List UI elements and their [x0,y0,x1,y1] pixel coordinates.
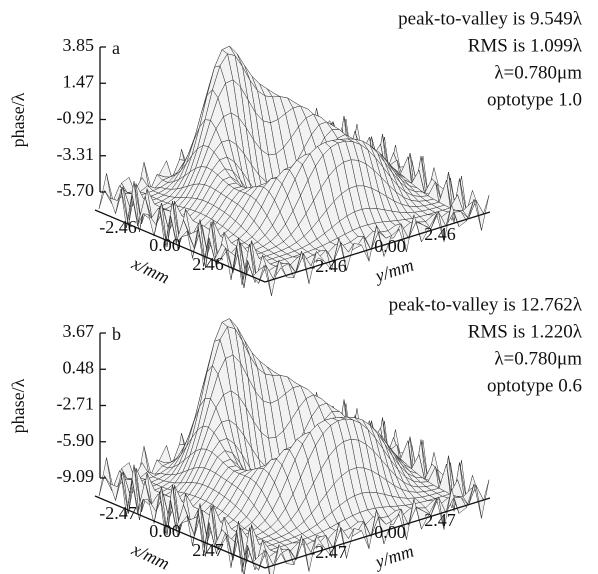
z-axis-label: phase/λ [8,378,28,433]
x-axis-label: x/mm [128,253,173,288]
x-tick-label: 2.47 [192,540,224,560]
z-axis-label: phase/λ [8,92,28,147]
annotation: λ=0.780μm [494,348,582,369]
panel: 3.67 0.48 -2.71 -5.90 -9.09 phase/λ b -2.47 0.00… [8,294,583,574]
x-tick-label: 0.00 [149,235,181,255]
annotation: peak-to-valley is 9.549λ [398,8,583,29]
y-tick-label: -2.46 [309,256,347,276]
x-tick-label: 0.00 [149,521,181,541]
page: {"panels": [ {"label": "a", "z_label": "… [0,0,598,574]
z-tick-label: -2.71 [57,394,95,414]
y-tick-label: 0.00 [374,236,406,256]
z-tick-label: -5.70 [57,180,95,200]
z-tick-label: -5.90 [57,430,95,450]
y-tick-label: 2.47 [424,510,456,530]
annotation: RMS is 1.220λ [468,321,583,342]
figure: 3.85 1.47 -0.92 -3.31 -5.70 phase/λ a -2.46 0.00… [0,0,598,574]
x-tick-label: 2.46 [192,254,224,274]
annotation: λ=0.780μm [494,62,582,83]
y-axis-label: y/mm [371,255,416,287]
annotation: RMS is 1.099λ [468,35,583,56]
z-tick-label: -0.92 [57,108,95,128]
annotation: peak-to-valley is 12.762λ [389,294,583,315]
z-tick-label: 0.48 [63,357,95,377]
z-tick-label: 1.47 [63,71,95,91]
panel-label: b [112,324,121,344]
x-tick-label: -2.46 [99,217,137,237]
panel-label: a [112,38,120,58]
y-tick-label: -2.47 [309,542,347,562]
x-axis-label: x/mm [128,539,173,574]
z-tick-label: -9.09 [57,466,95,486]
z-tick-label: 3.85 [63,35,95,55]
y-tick-label: 2.46 [424,224,456,244]
annotation: optotype 1.0 [487,89,582,110]
y-tick-label: 0.00 [374,522,406,542]
annotation: optotype 0.6 [487,375,582,396]
x-tick-label: -2.47 [99,503,137,523]
y-axis-label: y/mm [371,541,416,573]
z-tick-label: -3.31 [57,144,95,164]
z-tick-label: 3.67 [63,321,95,341]
panel: 3.85 1.47 -0.92 -3.31 -5.70 phase/λ a -2.46 0.00… [8,8,583,295]
surface-mesh [99,46,489,296]
